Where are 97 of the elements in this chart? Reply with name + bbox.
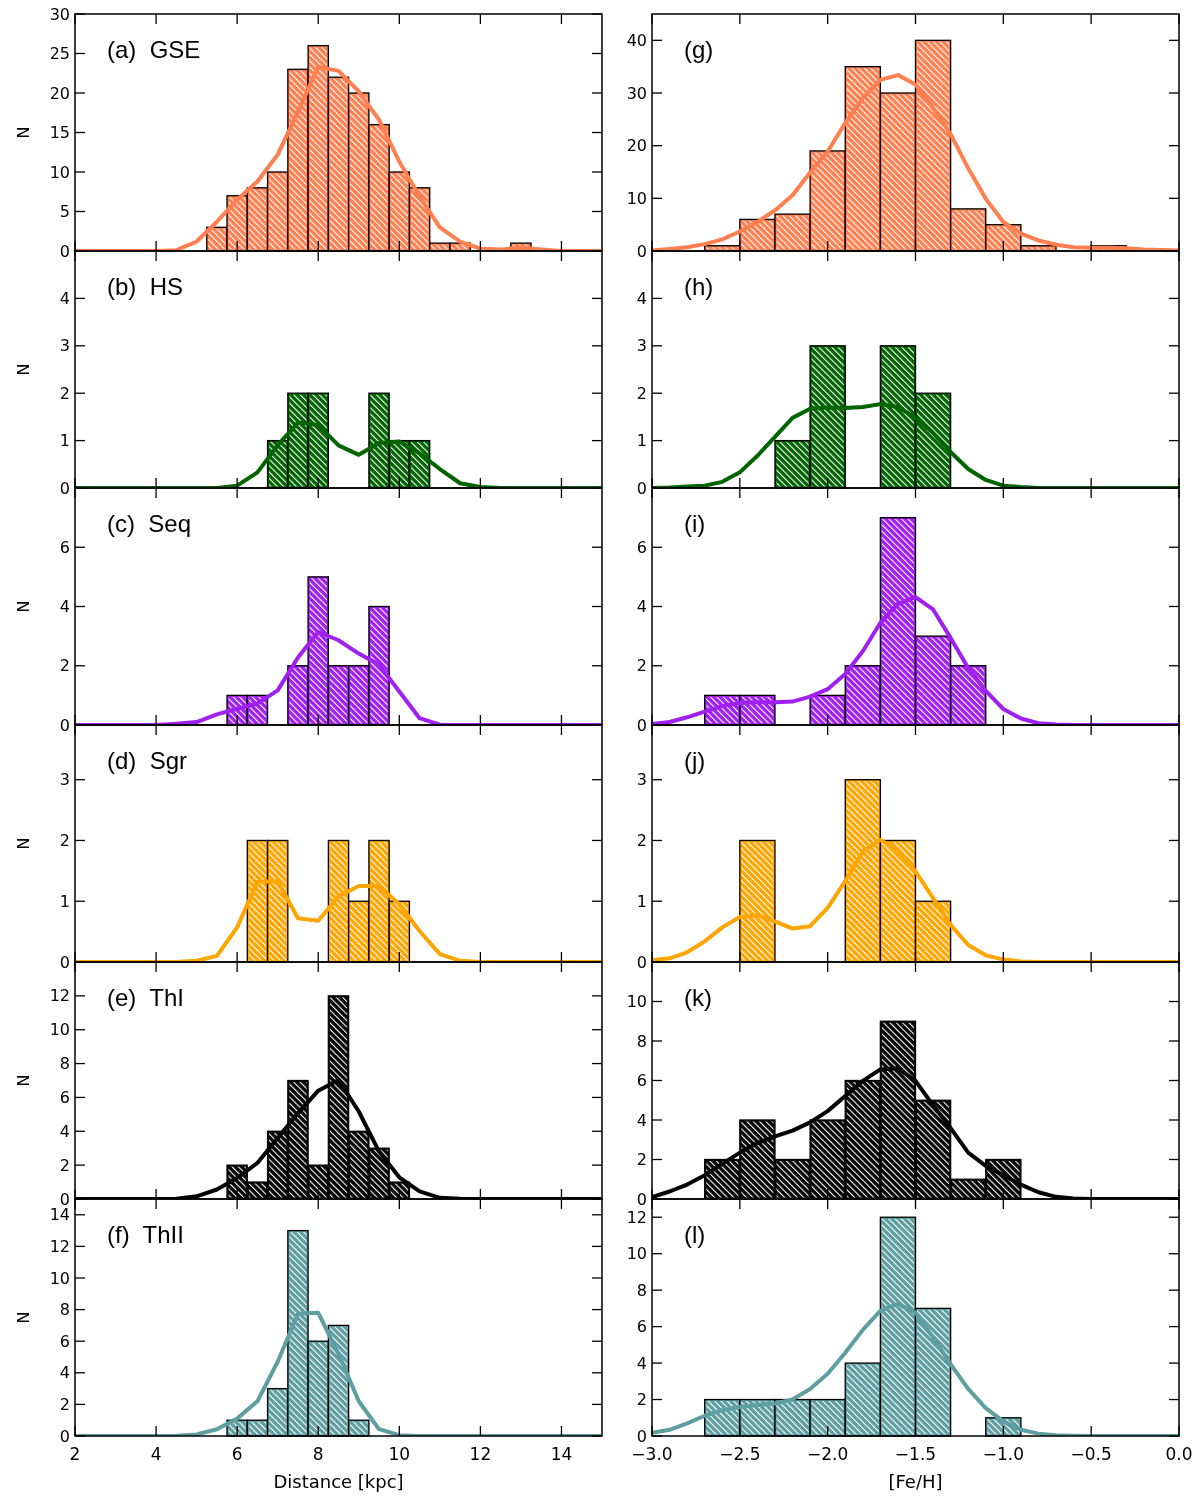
y-tick-label: 12 <box>49 986 70 1006</box>
y-tick-label: 4 <box>59 289 70 308</box>
y-tick-label: 10 <box>626 1244 647 1264</box>
x-tick-label: −2.0 <box>807 1444 849 1464</box>
y-tick-label: 0 <box>636 478 647 498</box>
x-axis-title: [Fe/H] <box>888 1471 943 1492</box>
x-tick-label: 8 <box>312 1444 324 1464</box>
text: (g) <box>684 36 714 63</box>
y-tick-label: 10 <box>49 1268 70 1288</box>
y-tick-label: 15 <box>49 123 70 143</box>
text: (l) <box>684 1221 706 1248</box>
y-tick-label: 2 <box>636 831 647 851</box>
y-tick-label: 10 <box>49 1020 70 1040</box>
x-tick-label: 14 <box>550 1444 573 1464</box>
y-tick-label: 6 <box>636 1317 647 1337</box>
x-tick-label: −2.5 <box>719 1444 761 1464</box>
y-tick-label: 6 <box>636 1071 647 1091</box>
y-tick-label: 0 <box>59 478 70 498</box>
y-tick-label: 1 <box>59 431 70 451</box>
x-tick-label: −1.0 <box>982 1444 1024 1464</box>
y-axis-title: N <box>14 600 33 613</box>
y-tick-label: 6 <box>59 1088 70 1108</box>
y-tick-label: 8 <box>636 1031 647 1051</box>
y-tick-label: 8 <box>59 1054 70 1074</box>
y-axis-title: N <box>14 363 33 376</box>
y-tick-label: 0 <box>59 715 70 735</box>
y-tick-label: 3 <box>636 770 647 790</box>
y-tick-label: 6 <box>59 1331 70 1351</box>
y-tick-label: 3 <box>636 336 647 356</box>
y-tick-label: 5 <box>59 202 70 222</box>
x-tick-label: 10 <box>388 1444 411 1464</box>
text: (k) <box>684 984 712 1011</box>
y-tick-label: 6 <box>59 537 70 557</box>
y-tick-label: 30 <box>626 83 647 103</box>
y-tick-label: 8 <box>59 1300 70 1320</box>
y-tick-label: 2 <box>59 656 70 676</box>
y-tick-label: 0 <box>636 715 647 735</box>
text: (h) <box>684 273 714 300</box>
y-tick-label: 20 <box>626 136 647 156</box>
y-tick-label: 25 <box>49 44 70 64</box>
x-tick-label: 6 <box>231 1444 243 1464</box>
y-tick-label: 4 <box>636 1353 647 1373</box>
text: (d) Sgr <box>107 747 188 774</box>
x-tick-label: 0.0 <box>1165 1444 1193 1464</box>
y-tick-label: 2 <box>636 1390 647 1410</box>
y-tick-label: 0 <box>59 1426 70 1446</box>
text: (j) <box>684 747 706 774</box>
y-tick-label: 0 <box>636 952 647 972</box>
y-tick-label: 2 <box>636 656 647 676</box>
y-tick-label: 0 <box>636 1189 647 1209</box>
y-tick-label: 20 <box>49 83 70 103</box>
x-tick-label: −0.5 <box>1070 1444 1112 1464</box>
y-axis-title: N <box>14 1311 33 1324</box>
y-tick-label: 4 <box>59 1363 70 1383</box>
y-tick-label: 4 <box>636 597 647 617</box>
y-tick-label: 1 <box>636 891 647 911</box>
x-axis-title: Distance [kpc] <box>273 1471 404 1492</box>
y-tick-label: 2 <box>636 383 647 403</box>
y-tick-label: 2 <box>59 1155 70 1175</box>
y-tick-label: 10 <box>49 162 70 182</box>
x-tick-label: 12 <box>469 1444 492 1464</box>
y-tick-label: 0 <box>636 241 647 261</box>
y-tick-label: 2 <box>59 831 70 851</box>
text: (b) HS <box>107 273 184 300</box>
y-tick-label: 3 <box>59 770 70 790</box>
y-tick-label: 4 <box>59 597 70 617</box>
x-tick-label: 4 <box>150 1444 162 1464</box>
y-tick-label: 30 <box>49 4 70 24</box>
text: (e) ThI <box>107 984 184 1011</box>
y-tick-label: 1 <box>636 431 647 451</box>
y-tick-label: 0 <box>636 1426 647 1446</box>
text: (i) <box>684 510 706 537</box>
y-tick-label: 6 <box>636 537 647 557</box>
x-tick-label: −1.5 <box>894 1444 937 1464</box>
y-tick-label: 40 <box>626 30 647 50</box>
y-tick-label: 4 <box>636 289 647 308</box>
y-axis-title: N <box>14 1074 33 1087</box>
y-tick-label: 1 <box>59 891 70 911</box>
y-tick-label: 12 <box>626 1207 647 1227</box>
y-tick-label: 2 <box>59 1395 70 1414</box>
y-axis-title: N <box>14 126 33 139</box>
text: (f) ThII <box>107 1221 184 1248</box>
y-tick-label: 0 <box>59 241 70 261</box>
y-tick-label: 4 <box>636 1110 647 1130</box>
x-tick-label: −3.0 <box>631 1444 673 1464</box>
text: (a) GSE <box>107 36 201 63</box>
y-tick-label: 4 <box>59 1121 70 1141</box>
y-tick-label: 12 <box>49 1237 70 1256</box>
y-tick-label: 2 <box>59 383 70 403</box>
y-tick-label: 10 <box>626 992 647 1012</box>
y-axis-title: N <box>14 837 33 850</box>
y-tick-label: 0 <box>59 952 70 972</box>
y-tick-label: 3 <box>59 336 70 356</box>
y-tick-label: 2 <box>636 1150 647 1170</box>
y-tick-label: 10 <box>626 188 647 208</box>
y-tick-label: 8 <box>636 1280 647 1300</box>
text: (c) Seq <box>107 510 192 537</box>
